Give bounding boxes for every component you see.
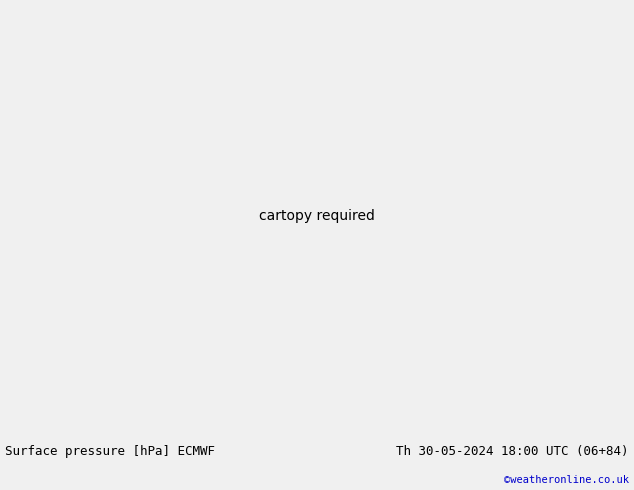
Text: Th 30-05-2024 18:00 UTC (06+84): Th 30-05-2024 18:00 UTC (06+84): [396, 444, 629, 458]
Text: cartopy required: cartopy required: [259, 209, 375, 223]
Text: ©weatheronline.co.uk: ©weatheronline.co.uk: [504, 475, 629, 485]
Text: Surface pressure [hPa] ECMWF: Surface pressure [hPa] ECMWF: [5, 444, 215, 458]
